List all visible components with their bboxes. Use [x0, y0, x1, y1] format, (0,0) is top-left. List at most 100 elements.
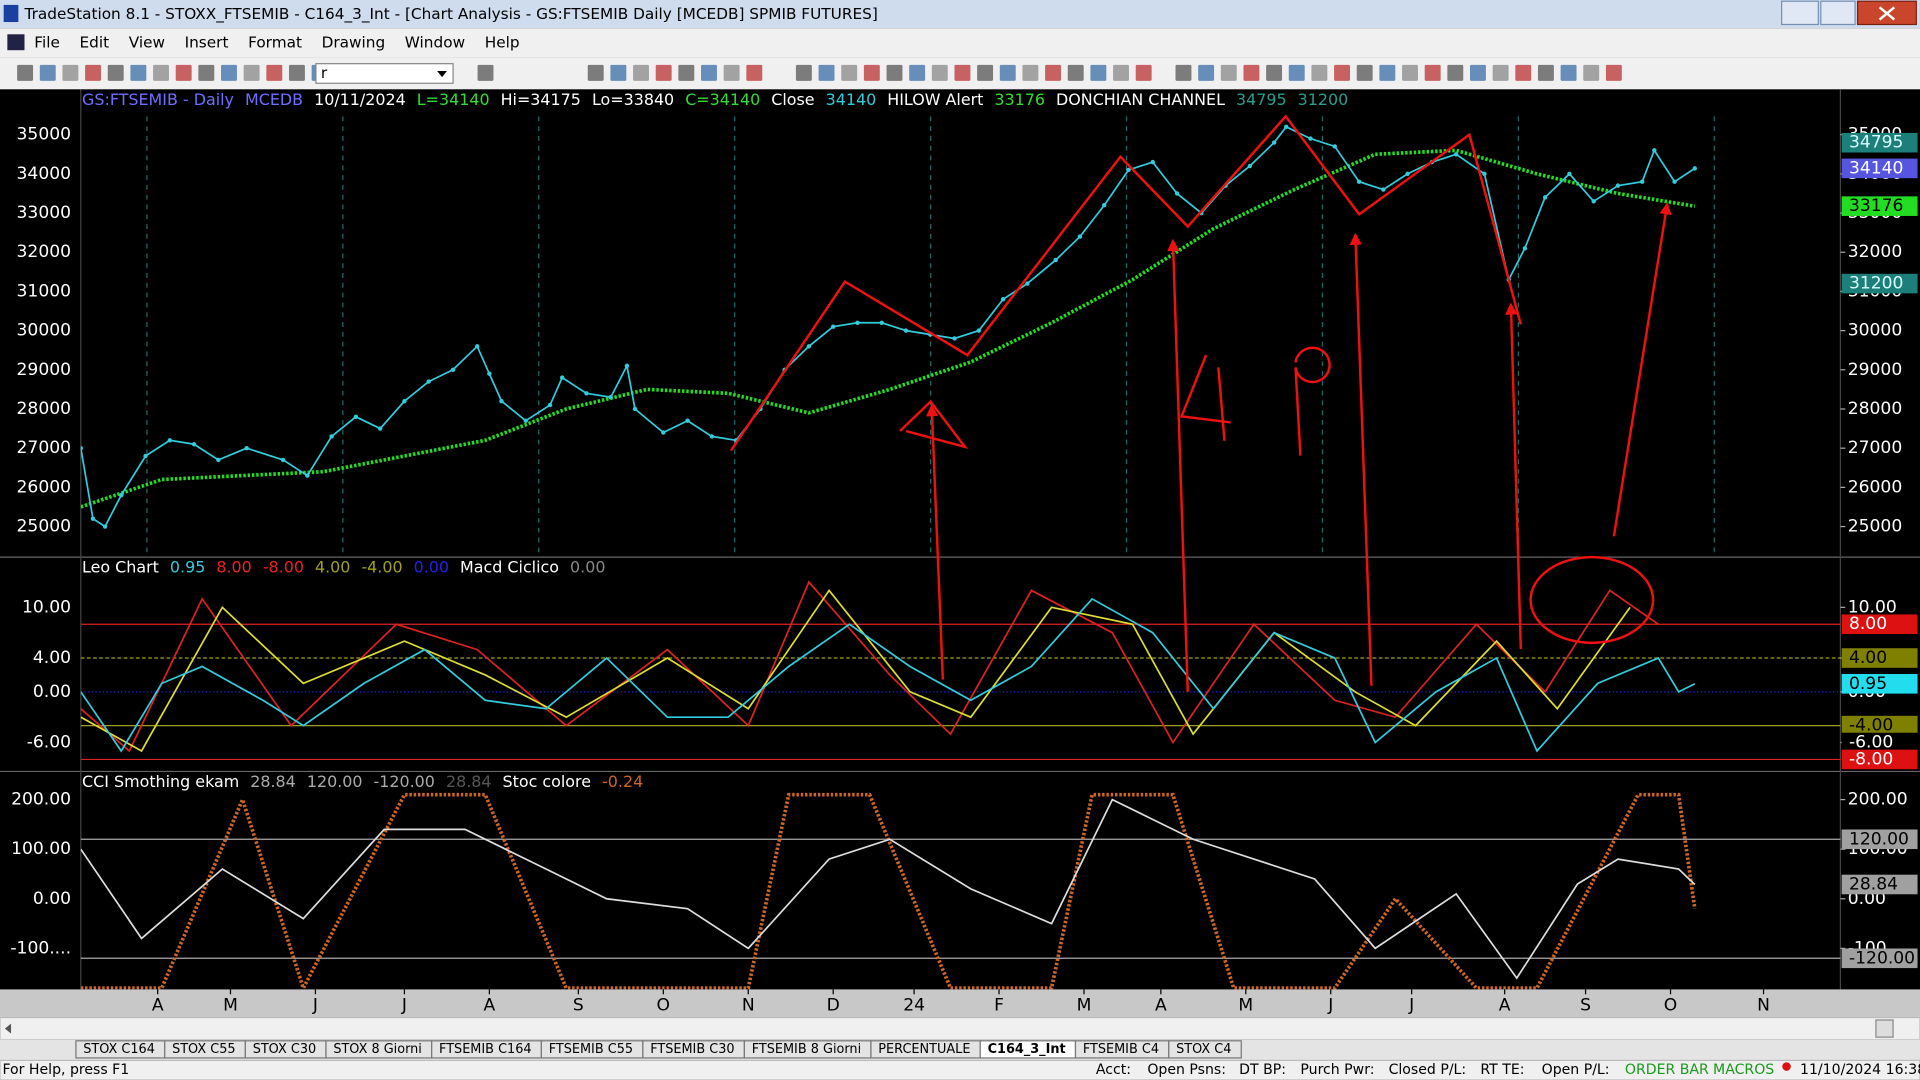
toolbar-icon[interactable]: [723, 64, 740, 81]
price-dot: [709, 434, 715, 439]
toolbar-icon[interactable]: [678, 64, 695, 81]
toolbar-icon[interactable]: [1447, 64, 1464, 81]
tab-label[interactable]: C164_3_Int: [988, 1042, 1066, 1057]
toolbar-icon[interactable]: [587, 64, 604, 81]
scroll-thumb[interactable]: [1875, 1019, 1894, 1038]
toolbar-icon[interactable]: [1198, 64, 1215, 81]
toolbar-icon[interactable]: [1492, 64, 1509, 81]
toolbar-icon[interactable]: [477, 64, 494, 81]
toolbar-icon[interactable]: [610, 64, 627, 81]
toolbar-icon[interactable]: [1470, 64, 1486, 81]
x-tick-label: J: [1408, 995, 1414, 1015]
toolbar-icon[interactable]: [1220, 64, 1237, 81]
menu-item[interactable]: File: [34, 33, 60, 51]
toolbar-icon[interactable]: [633, 64, 649, 81]
toolbar-icon[interactable]: [1560, 64, 1577, 81]
toolbar-icon[interactable]: [1605, 64, 1622, 81]
toolbar-icon[interactable]: [1067, 64, 1084, 81]
tab-label[interactable]: FTSEMIB C55: [549, 1042, 633, 1057]
toolbar-icon[interactable]: [954, 64, 971, 81]
toolbar-icon[interactable]: [266, 64, 283, 81]
toolbar-icon[interactable]: [841, 64, 858, 81]
price-dot: [661, 430, 666, 435]
toolbar-icon[interactable]: [62, 64, 79, 81]
toolbar-icon[interactable]: [931, 64, 948, 81]
toolbar-icon[interactable]: [818, 64, 835, 81]
tab-label[interactable]: FTSEMIB 8 Giorni: [752, 1042, 861, 1057]
tab-label[interactable]: FTSEMIB C4: [1083, 1042, 1159, 1057]
toolbar-icon[interactable]: [795, 64, 812, 81]
price-dot: [830, 324, 836, 329]
tab[interactable]: [1168, 1040, 1242, 1059]
scroll-left[interactable]: [4, 1023, 12, 1034]
menu-item[interactable]: View: [129, 33, 165, 51]
menu-item[interactable]: Format: [248, 33, 302, 51]
status-macros[interactable]: MACROS: [1713, 1062, 1774, 1078]
toolbar-icon[interactable]: [1243, 64, 1260, 81]
toolbar-icon[interactable]: [221, 64, 237, 81]
toolbar-icon[interactable]: [288, 64, 305, 81]
toolbar-icon[interactable]: [1022, 64, 1039, 81]
maximize-button[interactable]: [1820, 0, 1856, 26]
y-tick-label-right: 10.00: [1848, 597, 1897, 617]
toolbar-icon[interactable]: [1311, 64, 1328, 81]
toolbar-icon[interactable]: [886, 64, 903, 81]
toolbar-icon[interactable]: [175, 64, 192, 81]
toolbar-icon[interactable]: [1266, 64, 1283, 81]
toolbar-icon[interactable]: [130, 64, 147, 81]
toolbar-icon[interactable]: [1090, 64, 1107, 81]
menu-item[interactable]: Edit: [79, 33, 109, 51]
symbol-combo[interactable]: [315, 63, 454, 84]
toolbar-icon[interactable]: [1379, 64, 1396, 81]
toolbar-icon[interactable]: [198, 64, 215, 81]
x-tick-label: D: [827, 995, 840, 1015]
toolbar-icon[interactable]: [1175, 64, 1192, 81]
status-order-bar[interactable]: ORDER BAR: [1625, 1062, 1709, 1078]
tab-label[interactable]: PERCENTUALE: [878, 1042, 970, 1057]
pane-header-text: 0.00: [570, 558, 605, 577]
tab-label[interactable]: STOX C30: [253, 1042, 316, 1057]
annotation-arrow: [1612, 202, 1672, 537]
toolbar-icon[interactable]: [1334, 64, 1350, 81]
y-tick-label: 200.00: [11, 790, 71, 810]
menu-item[interactable]: Window: [405, 33, 465, 51]
toolbar-icon[interactable]: [655, 64, 672, 81]
menu-item[interactable]: Help: [485, 33, 520, 51]
toolbar-icon[interactable]: [107, 64, 124, 81]
menu-item[interactable]: Drawing: [322, 33, 386, 51]
menu-item[interactable]: Insert: [185, 33, 229, 51]
toolbar-icon[interactable]: [39, 64, 56, 81]
tab-label[interactable]: FTSEMIB C164: [439, 1042, 532, 1057]
tab-label[interactable]: STOX 8 Giorni: [333, 1042, 422, 1057]
toolbar-icon[interactable]: [746, 64, 763, 81]
toolbar-icon[interactable]: [1515, 64, 1532, 81]
annotation-zigzag: [730, 114, 1522, 452]
toolbar-icon[interactable]: [1045, 64, 1062, 81]
toolbar-icon[interactable]: [1537, 64, 1554, 81]
toolbar-icon[interactable]: [85, 64, 102, 81]
toolbar-icon[interactable]: [1424, 64, 1441, 81]
toolbar-icon[interactable]: [243, 64, 260, 81]
toolbar-icon[interactable]: [1402, 64, 1418, 81]
toolbar-icon[interactable]: [1288, 64, 1305, 81]
minimize-button[interactable]: [1781, 0, 1819, 26]
tab-label[interactable]: STOX C4: [1176, 1042, 1231, 1057]
toolbar-icon[interactable]: [1583, 64, 1600, 81]
toolbar-icon[interactable]: [909, 64, 926, 81]
toolbar-icon[interactable]: [153, 64, 169, 81]
tab-label[interactable]: STOX C164: [83, 1042, 155, 1057]
tab-label[interactable]: FTSEMIB C30: [650, 1042, 734, 1057]
pane-header-text: Lo=33840: [592, 90, 674, 109]
toolbar-icon[interactable]: [977, 64, 994, 81]
toolbar-icon[interactable]: [863, 64, 880, 81]
toolbar-icon[interactable]: [999, 64, 1016, 81]
toolbar-icon[interactable]: [1113, 64, 1129, 81]
price-badge: [1841, 674, 1918, 694]
tab-label[interactable]: STOX C55: [172, 1042, 235, 1057]
toolbar-icon[interactable]: [17, 64, 34, 81]
toolbar-icon[interactable]: [1356, 64, 1373, 81]
scrollbar[interactable]: [0, 1016, 1920, 1041]
toolbar-icon[interactable]: [1135, 64, 1152, 81]
toolbar-icon[interactable]: [701, 64, 717, 81]
